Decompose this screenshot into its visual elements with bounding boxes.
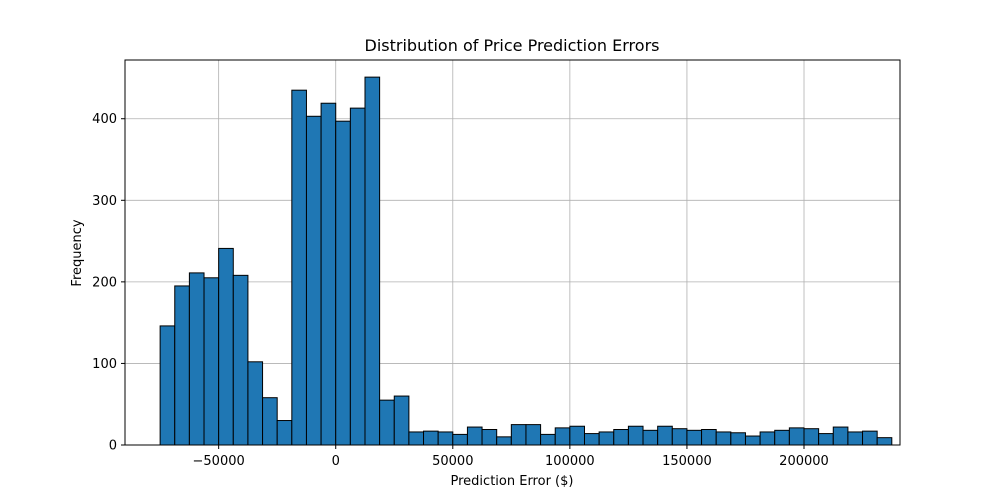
histogram-bar — [276, 420, 293, 446]
histogram-bar — [232, 274, 249, 446]
histogram-bar — [452, 433, 468, 446]
y-tick-label: 100 — [92, 357, 117, 372]
histogram-bar — [408, 431, 425, 446]
x-tick-label: 200000 — [779, 454, 829, 469]
histogram-bar — [349, 107, 366, 446]
histogram-bar — [832, 426, 849, 446]
histogram-bar — [262, 397, 278, 446]
histogram-bar — [671, 428, 688, 446]
x-tick-label: −50000 — [193, 454, 245, 469]
histogram-bar — [613, 429, 629, 446]
histogram-bar — [715, 431, 732, 446]
histogram-bar — [657, 425, 673, 446]
y-tick-label: 0 — [109, 439, 117, 454]
histogram-bar — [481, 429, 498, 446]
y-tick-label: 200 — [92, 275, 117, 290]
histogram-bar — [218, 247, 234, 446]
histogram-bar — [876, 437, 893, 446]
y-tick-label: 400 — [92, 112, 117, 127]
histogram-bar — [701, 429, 717, 446]
histogram-bar — [423, 430, 439, 446]
histogram-bar — [393, 395, 410, 446]
histogram-bar — [598, 431, 615, 446]
x-tick-label: 50000 — [432, 454, 473, 469]
histogram-bar — [510, 424, 527, 446]
histogram-bar — [554, 427, 571, 446]
histogram-bar — [305, 115, 322, 446]
x-axis-ticks: −50000 0 50000 100000 150000 200000 — [193, 445, 829, 469]
histogram-bar — [803, 428, 820, 446]
y-tick-label: 300 — [92, 194, 117, 209]
histogram-bar — [174, 285, 190, 446]
histogram-bar — [642, 429, 659, 446]
chart-title: Distribution of Price Prediction Errors — [365, 36, 660, 55]
y-axis-ticks: 0 100 200 300 400 — [92, 112, 125, 454]
histogram-bar — [466, 426, 483, 446]
histogram-bar — [159, 325, 176, 446]
histogram-bar — [364, 76, 381, 446]
histogram-bar — [335, 120, 351, 446]
histogram-bar — [847, 431, 864, 446]
histogram-bar — [730, 432, 746, 446]
histogram-bar — [686, 429, 703, 446]
histogram-bar — [291, 89, 307, 446]
histogram-bar — [862, 430, 878, 446]
x-tick-label: 0 — [332, 454, 340, 469]
histogram-bar — [496, 436, 512, 446]
histogram-bar — [627, 425, 644, 446]
histogram-bar — [774, 429, 790, 446]
x-tick-label: 150000 — [662, 454, 712, 469]
histogram-bar — [203, 277, 220, 446]
histogram-bar — [437, 431, 454, 446]
histogram-bar — [788, 427, 805, 446]
histogram-bar — [379, 399, 395, 446]
histogram-bar — [583, 433, 600, 446]
histogram-bars — [159, 76, 893, 446]
histogram-bar — [569, 425, 585, 446]
histogram-bar — [818, 433, 834, 446]
histogram-bar — [744, 435, 761, 446]
x-tick-label: 100000 — [545, 454, 595, 469]
plot-frame — [124, 59, 901, 446]
histogram-bar — [759, 431, 776, 446]
y-axis-label: Frequency — [70, 219, 85, 286]
histogram-bar — [540, 433, 556, 446]
histogram-bar — [320, 102, 337, 446]
histogram-bar — [247, 361, 264, 446]
histogram-bar — [188, 272, 205, 446]
x-axis-label: Prediction Error ($) — [451, 474, 574, 489]
histogram-bar — [525, 424, 542, 446]
